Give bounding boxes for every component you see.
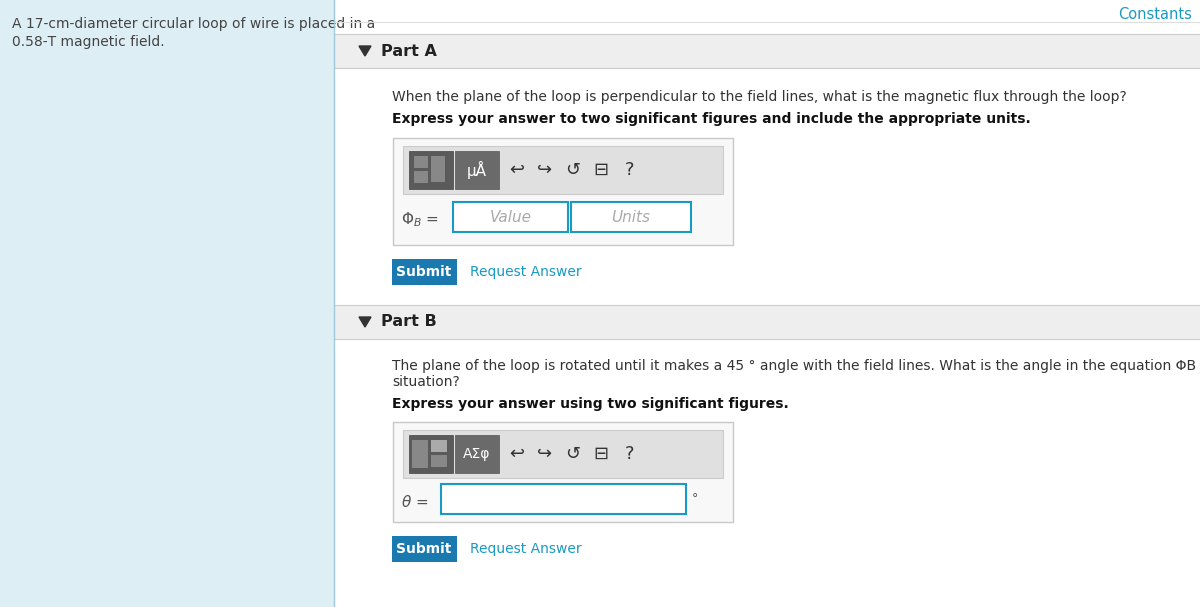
- Bar: [431, 440, 446, 452]
- Bar: [412, 440, 428, 468]
- Text: $\theta$ =: $\theta$ =: [401, 494, 428, 510]
- Text: ↩: ↩: [510, 161, 524, 179]
- Text: ↪: ↪: [538, 445, 552, 463]
- Bar: [335, 305, 1200, 339]
- Bar: [0, 0, 334, 607]
- Text: situation?: situation?: [392, 375, 460, 389]
- Text: 0.58-Τ magnetic field.: 0.58-Τ magnetic field.: [12, 35, 164, 49]
- Text: Express your answer using two significant figures.: Express your answer using two significan…: [392, 397, 788, 411]
- Bar: [454, 202, 568, 232]
- Bar: [335, 68, 1200, 305]
- Bar: [335, 34, 1200, 68]
- Text: Submit: Submit: [396, 542, 451, 556]
- Text: ↺: ↺: [565, 161, 581, 179]
- Text: Value: Value: [490, 209, 532, 225]
- Text: Submit: Submit: [396, 265, 451, 279]
- Text: ↺: ↺: [565, 445, 581, 463]
- Text: $\Phi_B$ =: $\Phi_B$ =: [401, 211, 439, 229]
- Text: Request Answer: Request Answer: [470, 542, 582, 556]
- Bar: [403, 146, 722, 194]
- Text: When the plane of the loop is perpendicular to the field lines, what is the magn: When the plane of the loop is perpendicu…: [392, 90, 1127, 104]
- Text: ?: ?: [624, 445, 634, 463]
- Bar: [409, 151, 454, 189]
- Bar: [455, 151, 499, 189]
- Text: ⊟: ⊟: [594, 161, 608, 179]
- Text: ΑΣφ: ΑΣφ: [463, 447, 491, 461]
- Bar: [392, 259, 457, 285]
- Text: ?: ?: [624, 161, 634, 179]
- Text: Units: Units: [612, 209, 650, 225]
- Text: ↪: ↪: [538, 161, 552, 179]
- Bar: [394, 422, 733, 522]
- Text: Constants: Constants: [1118, 7, 1192, 22]
- Bar: [403, 430, 722, 478]
- Text: Request Answer: Request Answer: [470, 265, 582, 279]
- Bar: [431, 156, 445, 182]
- Polygon shape: [359, 317, 371, 327]
- Bar: [414, 156, 428, 168]
- Bar: [409, 435, 454, 473]
- Bar: [414, 171, 428, 183]
- Bar: [335, 0, 1200, 607]
- Bar: [455, 435, 499, 473]
- Text: μÅ: μÅ: [467, 161, 487, 179]
- Bar: [394, 138, 733, 245]
- Text: Part A: Part A: [382, 44, 437, 58]
- Bar: [335, 339, 1200, 607]
- Bar: [431, 455, 446, 467]
- Text: Express your answer to two significant figures and include the appropriate units: Express your answer to two significant f…: [392, 112, 1031, 126]
- Text: °: °: [692, 492, 698, 506]
- Bar: [392, 536, 457, 562]
- Text: The plane of the loop is rotated until it makes a 45 ° angle with the field line: The plane of the loop is rotated until i…: [392, 359, 1200, 373]
- Polygon shape: [359, 46, 371, 56]
- Text: Part B: Part B: [382, 314, 437, 330]
- Text: ↩: ↩: [510, 445, 524, 463]
- Text: A 17-cm-diameter circular loop of wire is placed in a: A 17-cm-diameter circular loop of wire i…: [12, 17, 376, 31]
- Bar: [571, 202, 691, 232]
- Text: ⊟: ⊟: [594, 445, 608, 463]
- Bar: [442, 484, 686, 514]
